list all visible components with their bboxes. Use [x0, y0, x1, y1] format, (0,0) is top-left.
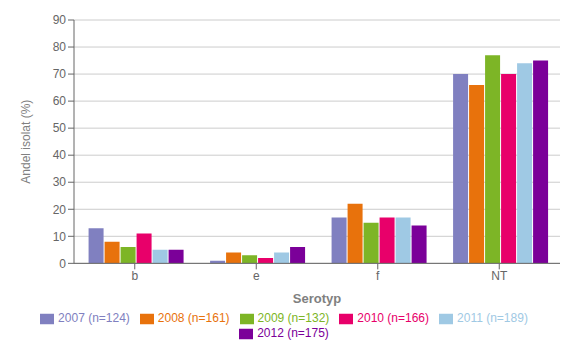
svg-text:Serotyp: Serotyp: [293, 291, 341, 306]
html-text:2007 (n=124): 2007 (n=124): [58, 311, 130, 326]
svg-text:80: 80: [53, 40, 67, 54]
html-text:2012 (n=175): 2012 (n=175): [257, 326, 329, 341]
svg-text:b: b: [131, 269, 138, 283]
svg-text:e: e: [253, 269, 260, 283]
svg-text:0: 0: [59, 257, 66, 271]
html-text:2009 (n=132): 2009 (n=132): [257, 311, 330, 326]
svg-text:20: 20: [53, 203, 67, 217]
svg-text:50: 50: [53, 121, 67, 135]
svg-text:40: 40: [53, 148, 67, 162]
html-text:2010 (n=166): 2010 (n=166): [357, 311, 429, 326]
svg-text:10: 10: [53, 230, 67, 244]
html-text:2008 (n=161): 2008 (n=161): [157, 311, 230, 326]
svg-text:f: f: [376, 269, 380, 283]
svg-text:60: 60: [53, 94, 67, 108]
svg-text:90: 90: [53, 13, 67, 27]
svg-text:30: 30: [53, 175, 67, 189]
svg-text:NT: NT: [491, 269, 508, 283]
svg-text:70: 70: [53, 67, 67, 81]
html-text:2011 (n=189): 2011 (n=189): [457, 311, 528, 326]
svg-text:Andel isolat (%): Andel isolat (%): [19, 100, 33, 184]
